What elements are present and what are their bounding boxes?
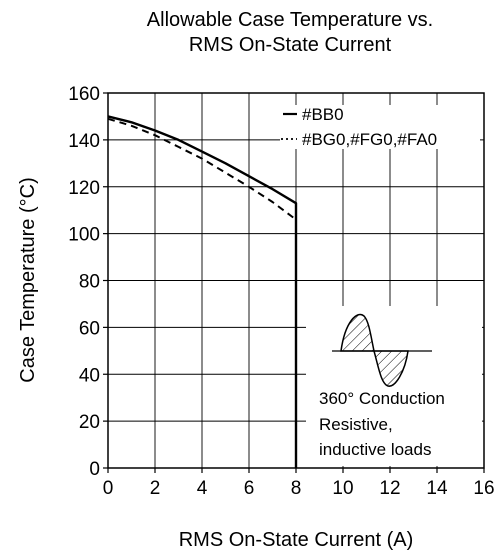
annotation-line-3: inductive loads: [319, 440, 431, 459]
chart-title-line-1: Allowable Case Temperature vs.: [146, 9, 434, 31]
x-axis-label: RMS On-State Current (A): [179, 529, 414, 551]
series-line-solid: [107, 115, 298, 468]
legend: #BB0 #BG0,#FG0,#FA0: [280, 105, 480, 149]
sine-wave-conduction-icon: [332, 313, 432, 387]
y-tick-label: 140: [68, 131, 100, 152]
x-tick-label: 6: [244, 478, 255, 499]
legend-label-2: #BG0,#FG0,#FA0: [302, 130, 437, 149]
y-tick-label: 100: [68, 225, 100, 246]
x-tick-label: 12: [379, 478, 400, 499]
y-tick-label: 0: [89, 459, 100, 480]
x-tick-label: 14: [426, 478, 448, 499]
x-tick-label: 10: [332, 478, 353, 499]
y-axis-label: Case Temperature (°C): [17, 177, 39, 382]
x-tick-label: 8: [291, 478, 302, 499]
conduction-annotation: 360° Conduction Resistive, inductive loa…: [306, 306, 482, 466]
x-tick-label: 2: [150, 478, 161, 499]
annotation-background: [306, 306, 482, 466]
series-line-dashed: [107, 117, 297, 468]
x-tick-label: 16: [473, 478, 494, 499]
y-tick-label: 160: [68, 84, 100, 105]
annotation-line-1: 360° Conduction: [319, 389, 445, 408]
legend-label-1: #BB0: [302, 105, 344, 124]
plot-area-frame: [107, 92, 485, 469]
x-tick-label: 0: [103, 478, 114, 499]
y-tick-label: 60: [79, 318, 100, 339]
legend-background: [280, 105, 480, 149]
series-group: [107, 115, 298, 468]
y-tick-label: 40: [79, 365, 100, 386]
y-tick-label: 80: [79, 272, 100, 293]
x-tick-label: 4: [197, 478, 208, 499]
y-tick-label: 120: [68, 178, 100, 199]
chart-title-line-2: RMS On-State Current: [188, 34, 392, 56]
y-tick-label: 20: [79, 412, 100, 433]
annotation-line-2: Resistive,: [319, 415, 393, 434]
